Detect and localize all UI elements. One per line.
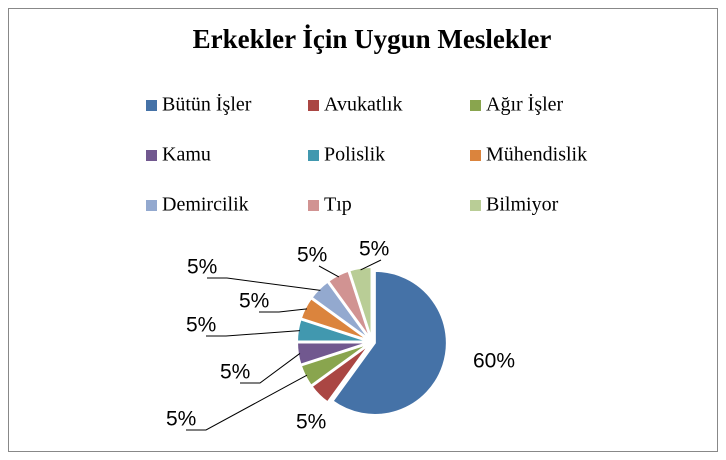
chart-title: Erkekler İçin Uygun Meslekler [193,24,552,54]
legend-swatch [146,200,157,211]
data-label: 5% [239,290,269,313]
legend-swatch [146,150,157,161]
legend-swatch [308,150,319,161]
legend-swatch [470,150,481,161]
legend-label: Tıp [324,194,352,216]
data-label: 5% [187,256,217,279]
leader-line [186,374,308,431]
legend-label: Bütün İşler [162,93,252,116]
data-label: 5% [166,408,196,431]
leader-line [259,308,308,313]
leader-line [318,265,340,278]
data-label: 5% [186,314,216,337]
legend-label: Avukatlık [324,94,403,116]
leader-line [240,353,301,384]
data-label: 5% [297,244,327,267]
leader-line [360,259,382,271]
legend-label: Mühendislik [486,144,587,166]
legend-swatch [308,100,319,111]
legend-swatch [470,200,481,211]
legend-label: Polislik [324,144,385,166]
leader-line [207,277,321,291]
data-label: 5% [359,238,389,261]
leader-line [206,330,300,337]
pie-slice [331,269,448,416]
data-label: 5% [296,411,326,434]
data-label: 60% [473,350,515,373]
legend-label: Demircilik [162,194,249,216]
legend-label: Bilmiyor [486,194,559,216]
legend-swatch [146,100,157,111]
legend-label: Ağır İşler [486,93,564,116]
legend-swatch [308,200,319,211]
data-label: 5% [220,361,250,384]
pie-slice [348,266,373,340]
legend-swatch [470,100,481,111]
legend-label: Kamu [162,144,211,166]
